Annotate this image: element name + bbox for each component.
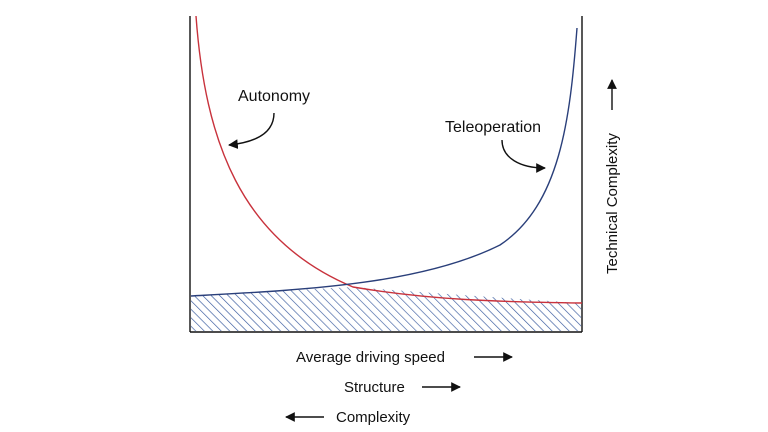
x-axis-label-complexity: Complexity — [336, 409, 411, 426]
autonomy-curve — [195, 15, 583, 304]
hatched-region — [191, 287, 581, 331]
y-axis-label: Technical Complexity — [604, 133, 621, 274]
x-axis-label-speed: Average driving speed — [296, 349, 445, 366]
x-axis-label-structure: Structure — [344, 379, 405, 396]
autonomy-pointer-arrow — [228, 112, 275, 149]
teleoperation-label: Teleoperation — [445, 119, 541, 136]
autonomy-label: Autonomy — [238, 88, 310, 105]
teleoperation-curve — [190, 27, 578, 297]
teleoperation-pointer-arrow — [501, 139, 546, 173]
